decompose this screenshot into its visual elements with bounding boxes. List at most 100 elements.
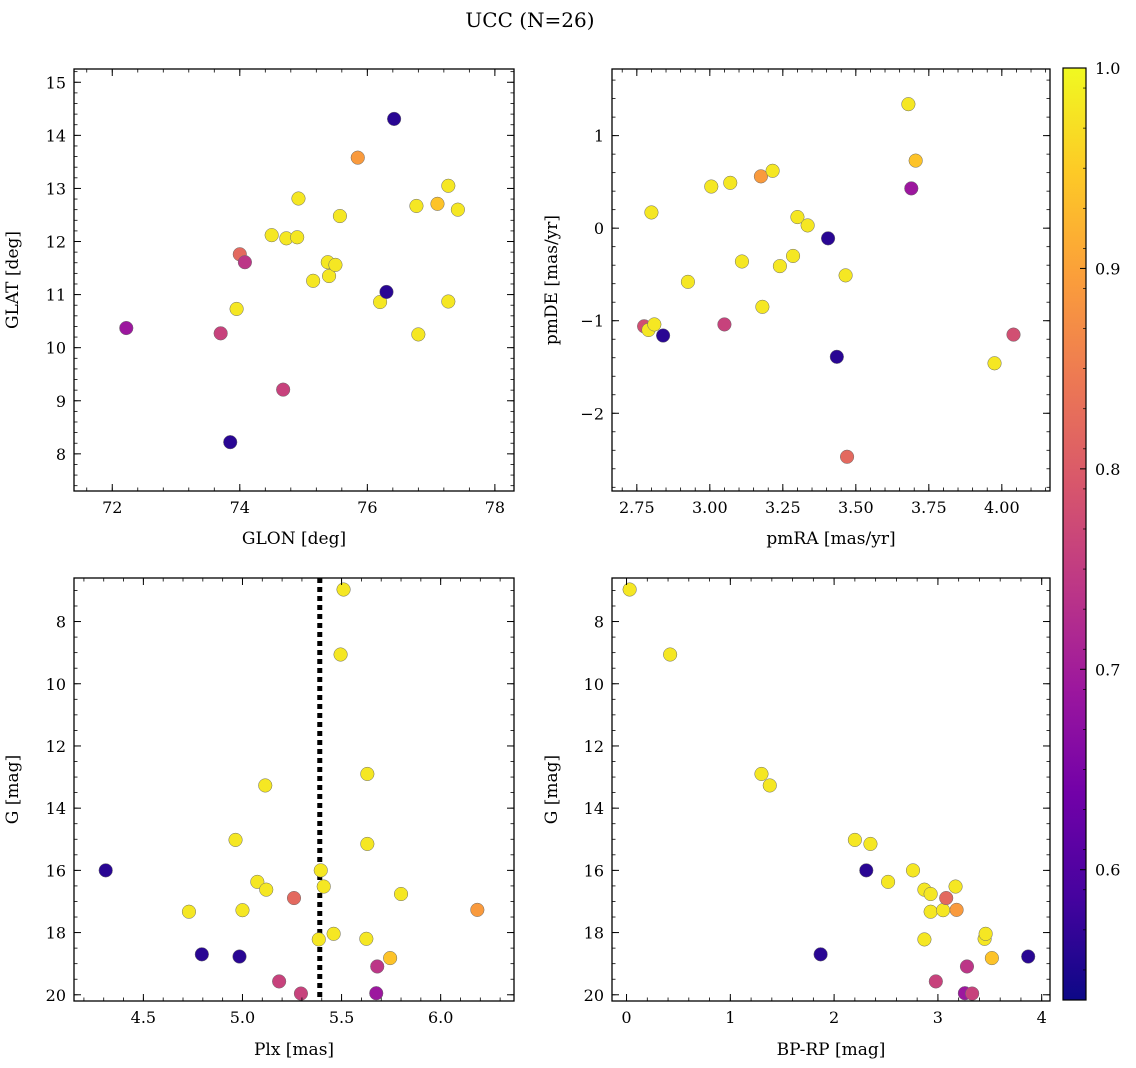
y-tick-label: 14 (584, 799, 604, 818)
x-axis-label: GLON [deg] (242, 529, 346, 549)
y-axis-label: pmDE [mas/yr] (542, 215, 562, 345)
scatter-point (949, 902, 964, 917)
x-tick-label: 4 (1037, 1008, 1047, 1027)
scatter-point (98, 863, 113, 878)
scatter-point (917, 932, 932, 947)
scatter-point (379, 284, 394, 299)
scatter-point (859, 863, 874, 878)
scatter-point (948, 879, 963, 894)
scatter-point (441, 178, 456, 193)
x-tick-label: 3.25 (765, 498, 801, 517)
subplot-plx-g: 4.5 5.0 5.5 6.0 8 10 12 14 16 18 20 Plx [mas] G [mag… (3, 577, 515, 1060)
y-tick-label: 13 (46, 179, 66, 198)
scatter-point (228, 832, 243, 847)
scatter-point (656, 328, 671, 343)
x-tick-label: 0 (621, 1008, 631, 1027)
x-tick-label: 4.5 (131, 1008, 156, 1027)
scatter-point (223, 435, 238, 450)
x-tick-label: 74 (230, 498, 250, 517)
scatter-point (838, 268, 853, 283)
scatter-point (316, 879, 331, 894)
colorbar: 0.6 0.7 0.8 0.9 1.0 (1062, 59, 1120, 1001)
scatter-point (373, 294, 388, 310)
scatter-point (901, 97, 916, 112)
x-tick-label: 78 (485, 498, 505, 517)
scatter-point (663, 647, 678, 662)
axes-frame (611, 577, 1051, 1002)
scatter-point (411, 327, 426, 342)
y-axis-label: G [mag] (542, 755, 562, 824)
y-tick-label: 1 (594, 127, 604, 146)
x-tick-label: 5.5 (329, 1008, 354, 1027)
scatter-point (959, 959, 975, 974)
scatter-point (765, 163, 780, 178)
scatter-point (232, 949, 247, 964)
scatter-point (821, 231, 836, 246)
scatter-point (264, 228, 279, 243)
scatter-point (928, 974, 943, 989)
scatter-point (370, 959, 385, 974)
scatter-point (119, 320, 134, 336)
scatter-point (450, 202, 465, 217)
x-tick-label: 3 (933, 1008, 943, 1027)
scatter-point (470, 902, 485, 917)
y-tick-label: 10 (584, 675, 604, 694)
y-tick-label: 12 (584, 737, 604, 756)
scatter-point (259, 882, 274, 897)
scatter-point (753, 169, 768, 184)
scatter-point (333, 647, 348, 662)
scatter-point (291, 191, 306, 206)
x-axis-label: pmRA [mas/yr] (766, 529, 895, 549)
scatter-point (322, 268, 337, 284)
x-tick-label: 1 (725, 1008, 735, 1027)
y-axis-label: GLAT [deg] (3, 231, 23, 329)
scatter-point (1006, 327, 1021, 342)
scatter-point (800, 218, 815, 233)
plot-area (612, 578, 1050, 1001)
scatter-point (840, 449, 855, 464)
scatter-point (785, 248, 801, 263)
x-tick-label: 72 (102, 498, 122, 517)
scatter-point (290, 230, 305, 245)
scatter-point (441, 294, 456, 309)
y-tick-label: 8 (56, 445, 66, 464)
scatter-point (360, 766, 375, 781)
y-tick-label: 8 (56, 613, 66, 632)
scatter-point (755, 299, 770, 314)
y-axis-label: G [mag] (3, 755, 23, 824)
plot-area (74, 578, 514, 1001)
y-tick-label: 12 (46, 233, 66, 252)
scatter-point (350, 150, 365, 165)
colorbar-tick-label: 0.7 (1095, 660, 1120, 679)
x-tick-label: 5.0 (230, 1008, 255, 1027)
y-tick-label: 9 (56, 392, 66, 411)
subplot-pmra-pmde: 2.75 3.00 3.25 3.50 3.75 4.00 −2 −1 0 1 pmRA [mas/… (542, 68, 1051, 549)
scatter-point (790, 210, 805, 225)
scatter-point (181, 904, 197, 919)
scatter-point (332, 208, 347, 224)
scatter-point (369, 986, 384, 1001)
scatter-point (237, 255, 252, 270)
scatter-point (311, 932, 326, 947)
y-tick-label: −2 (580, 404, 604, 423)
scatter-point (622, 582, 637, 597)
colorbar-tick-label: 0.9 (1095, 259, 1120, 278)
scatter-point (829, 349, 844, 364)
y-tick-label: 16 (46, 861, 66, 880)
scatter-point (704, 179, 719, 194)
scatter-point (923, 904, 938, 919)
scatter-point (965, 986, 980, 1001)
scatter-point (387, 111, 402, 126)
scatter-point (229, 301, 244, 316)
y-tick-label: 11 (46, 286, 66, 305)
scatter-point (360, 836, 375, 851)
scatter-point (409, 198, 424, 214)
scatter-point (939, 890, 954, 906)
scatter-point (908, 153, 923, 168)
y-tick-label: 10 (46, 339, 66, 358)
axes-frame (73, 577, 515, 1002)
scatter-point (647, 317, 662, 332)
y-tick-label: 14 (46, 799, 66, 818)
scatter-point (276, 382, 291, 397)
